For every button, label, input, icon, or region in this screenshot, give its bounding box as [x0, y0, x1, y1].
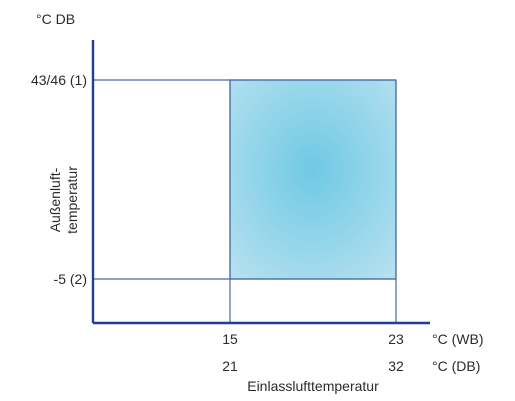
- x-axis-title: Einlasslufttemperatur: [247, 378, 379, 394]
- y-tick-label: -5 (2): [54, 271, 87, 287]
- y-axis-title-line: temperatur: [64, 166, 80, 234]
- x-unit-label-wb: °C (WB): [432, 331, 483, 347]
- x-tick-label-wb: 23: [388, 331, 404, 347]
- operating-range-area: [229, 79, 397, 280]
- x-tick-label-db: 32: [388, 358, 404, 374]
- y-unit-label: °C DB: [36, 11, 75, 27]
- y-axis-title-line: Außenluft-: [47, 167, 63, 232]
- x-unit-label-db: °C (DB): [432, 358, 480, 374]
- x-tick-label-db: 21: [222, 358, 238, 374]
- x-tick-label-wb: 15: [222, 331, 238, 347]
- y-tick-label: 43/46 (1): [31, 72, 87, 88]
